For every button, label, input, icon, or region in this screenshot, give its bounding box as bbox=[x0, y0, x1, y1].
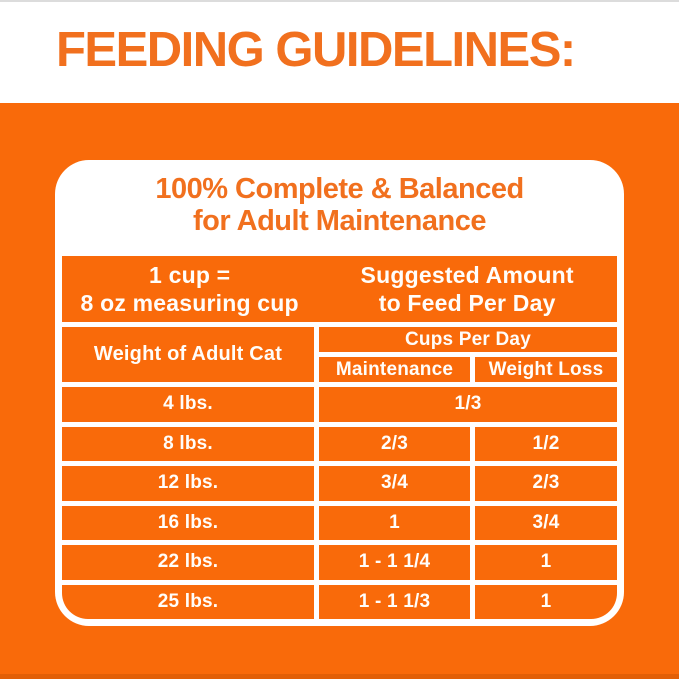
suggested-line2: to Feed Per Day bbox=[378, 290, 556, 316]
column-header-maintenance: Maintenance bbox=[319, 357, 470, 382]
cup-note-line2: 8 oz measuring cup bbox=[80, 290, 299, 316]
page-title: FEEDING GUIDELINES: bbox=[56, 23, 576, 77]
table-row-weight-loss: 3/4 bbox=[475, 505, 617, 540]
card-title-line1: 100% Complete & Balanced bbox=[155, 173, 524, 205]
column-header-weight-loss: Weight Loss bbox=[475, 357, 617, 382]
table-row-maintenance: 1 - 1 1/3 bbox=[319, 584, 470, 619]
column-header-cups-per-day: Cups Per Day bbox=[319, 327, 617, 352]
cup-note-line1: 1 cup = bbox=[149, 261, 231, 288]
table-row-weight: 22 lbs. bbox=[62, 545, 314, 580]
column-header-weight: Weight of Adult Cat bbox=[62, 327, 314, 382]
table-top-header-row: 1 cup = 8 oz measuring cup Suggested Amo… bbox=[62, 256, 617, 322]
suggested-amount-header: Suggested Amount to Feed Per Day bbox=[317, 261, 617, 317]
table-row-weight: 25 lbs. bbox=[62, 584, 314, 619]
card-title-line2: for Adult Maintenance bbox=[193, 205, 486, 238]
table-row-weight: 4 lbs. bbox=[62, 387, 314, 422]
card-title: 100% Complete & Balanced for Adult Maint… bbox=[55, 173, 624, 238]
table-row-weight-loss: 2/3 bbox=[475, 466, 617, 501]
table-row-weight-loss: 1 bbox=[475, 545, 617, 580]
top-edge-line bbox=[0, 0, 679, 2]
table-row-cups-combined: 1/3 bbox=[319, 387, 617, 422]
table-row-weight: 12 lbs. bbox=[62, 466, 314, 501]
table-row-maintenance: 2/3 bbox=[319, 426, 470, 461]
table-row-maintenance: 1 - 1 1/4 bbox=[319, 545, 470, 580]
table-row-weight: 8 lbs. bbox=[62, 426, 314, 461]
table-row-weight-loss: 1 bbox=[475, 584, 617, 619]
feeding-table: 1 cup = 8 oz measuring cup Suggested Amo… bbox=[62, 256, 617, 619]
bottom-edge-shade bbox=[0, 674, 679, 679]
cup-measure-note: 1 cup = 8 oz measuring cup bbox=[62, 261, 317, 317]
orange-background-section: 100% Complete & Balanced for Adult Maint… bbox=[0, 103, 679, 679]
top-header-inner: 1 cup = 8 oz measuring cup Suggested Amo… bbox=[62, 261, 617, 317]
suggested-line1: Suggested Amount bbox=[360, 261, 574, 288]
table-row-weight-loss: 1/2 bbox=[475, 426, 617, 461]
table-row-weight: 16 lbs. bbox=[62, 505, 314, 540]
table-row-maintenance: 1 bbox=[319, 505, 470, 540]
guidelines-card: 100% Complete & Balanced for Adult Maint… bbox=[55, 160, 624, 626]
table-row-maintenance: 3/4 bbox=[319, 466, 470, 501]
